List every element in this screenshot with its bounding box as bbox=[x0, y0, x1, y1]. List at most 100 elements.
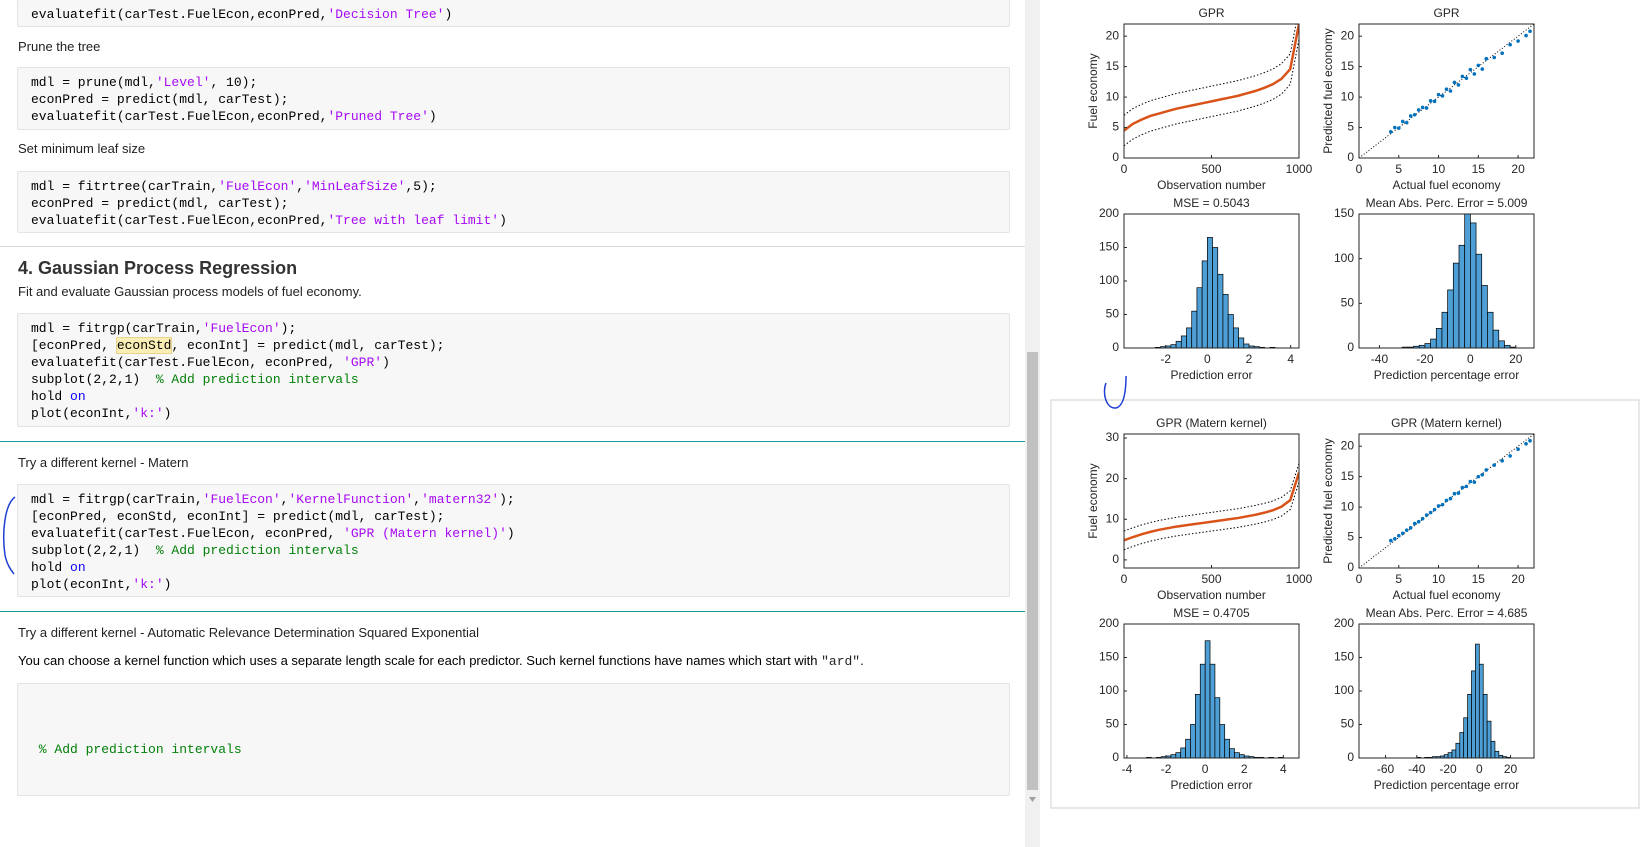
scatter-point bbox=[1440, 502, 1445, 507]
code-token: hold bbox=[31, 389, 71, 404]
scatter-point bbox=[1524, 33, 1528, 38]
cell-divider bbox=[0, 246, 1025, 247]
axes: 0 5 10 15 20 0 5 10 15 20 GPR (Matern kernel) Actua… bbox=[1321, 416, 1535, 602]
code-token: plot(econInt, bbox=[31, 406, 133, 421]
plot-content bbox=[1401, 214, 1517, 348]
y-tick-label: 150 bbox=[1099, 650, 1119, 664]
scatter-point bbox=[1400, 119, 1405, 124]
cell-divider bbox=[0, 611, 1025, 612]
x-axis-label: Prediction percentage error bbox=[1374, 368, 1519, 382]
x-tick-label: 500 bbox=[1201, 572, 1221, 586]
code-line: mdl = prune(mdl,'Level', 10); bbox=[31, 74, 257, 91]
histogram-bar bbox=[1451, 749, 1457, 758]
text-run: . bbox=[860, 653, 864, 668]
histogram-bar bbox=[1233, 327, 1239, 348]
y-tick-label: 50 bbox=[1106, 307, 1120, 321]
axes-box bbox=[1358, 23, 1535, 159]
plot-area bbox=[1359, 624, 1534, 758]
code-token: evaluatefit(carTest.FuelEcon,econPred, bbox=[31, 7, 328, 22]
code-token: evaluatefit(carTest.FuelEcon, econPred, bbox=[31, 526, 344, 541]
text-run: "ard" bbox=[821, 654, 861, 669]
code-line: evaluatefit(carTest.FuelEcon, econPred, … bbox=[31, 525, 515, 542]
scatter-point bbox=[1484, 468, 1489, 472]
scatter-point bbox=[1456, 83, 1461, 87]
histogram-bar bbox=[1239, 754, 1245, 758]
y-tick-label: 15 bbox=[1341, 59, 1355, 73]
y-tick-label: 200 bbox=[1099, 206, 1119, 220]
code-token: ); bbox=[280, 321, 297, 336]
scatter-point bbox=[1392, 125, 1397, 130]
code-token: econPred = predict(mdl, carTest); bbox=[31, 196, 289, 211]
y-tick-label: 20 bbox=[1341, 438, 1355, 452]
code-token: econStd bbox=[115, 337, 173, 354]
y-tick-label: 0 bbox=[1347, 560, 1354, 574]
code-line: evaluatefit(carTest.FuelEcon,econPred,'D… bbox=[31, 6, 452, 23]
x-tick-label: -20 bbox=[1416, 352, 1434, 366]
histogram-bar bbox=[1443, 754, 1449, 758]
code-line: plot(econInt,'k:') bbox=[31, 405, 171, 422]
y-tick-label: 5 bbox=[1347, 120, 1354, 134]
y-tick-label: 100 bbox=[1099, 683, 1119, 697]
x-tick-label: 500 bbox=[1201, 162, 1221, 176]
histogram-bar bbox=[1217, 273, 1224, 348]
code-token: 'FuelEcon' bbox=[202, 492, 281, 507]
axes: -40 -20 0 20 0 50 100 150 Mean Abs. Perc. Error … bbox=[1334, 196, 1535, 382]
code-token: 'Decision Tree' bbox=[327, 7, 445, 22]
histogram-bar bbox=[1447, 289, 1454, 348]
histogram-bar bbox=[1458, 244, 1466, 348]
code-token: 'Tree with leaf limit' bbox=[327, 213, 500, 228]
histogram-bar bbox=[1455, 742, 1461, 758]
code-token: ) bbox=[506, 526, 515, 541]
x-tick-label: 0 bbox=[1204, 352, 1211, 366]
pen-annotation bbox=[3, 496, 16, 575]
histogram-bar bbox=[1204, 640, 1211, 758]
axes: 0 500 1000 0 5 10 15 20 GPR Observation number Fue… bbox=[1086, 6, 1312, 192]
histogram-bar bbox=[1490, 740, 1496, 758]
x-axis-label: Actual fuel economy bbox=[1392, 588, 1500, 602]
scroll-thumb[interactable] bbox=[1027, 352, 1038, 790]
y-tick-label: 20 bbox=[1341, 28, 1355, 42]
y-tick-label: 0 bbox=[1112, 340, 1119, 354]
axes-box bbox=[1358, 213, 1535, 349]
histogram-bar bbox=[1463, 717, 1468, 758]
code-line: evaluatefit(carTest.FuelEcon, econPred, … bbox=[31, 354, 390, 371]
code-line: mdl = fitrtree(carTrain,'FuelEcon','MinL… bbox=[31, 178, 437, 195]
histogram-bar bbox=[1199, 663, 1206, 758]
live-editor: evaluatefit(carTest.FuelEcon,econPred,'D… bbox=[0, 0, 1025, 796]
x-tick-label: -40 bbox=[1408, 762, 1426, 776]
x-tick-label: 0 bbox=[1121, 162, 1128, 176]
scatter-point bbox=[1508, 42, 1512, 47]
x-tick-label: 15 bbox=[1472, 572, 1486, 586]
code-token: ) bbox=[163, 577, 172, 592]
histogram-bar bbox=[1212, 247, 1219, 348]
histogram-bar bbox=[1180, 335, 1187, 348]
scatter-point bbox=[1500, 459, 1504, 463]
scatter-point bbox=[1528, 438, 1532, 443]
x-tick-label: 0 bbox=[1356, 162, 1363, 176]
y-tick-label: 10 bbox=[1106, 511, 1120, 525]
scatter-point bbox=[1404, 120, 1409, 125]
cell-divider bbox=[0, 441, 1025, 442]
code-line: hold on bbox=[31, 388, 86, 405]
code-token: [econPred, econStd, econInt] = predict(m… bbox=[31, 509, 445, 524]
scatter-point bbox=[1492, 463, 1497, 467]
scatter-point bbox=[1456, 491, 1461, 495]
code-token: evaluatefit(carTest.FuelEcon,econPred, bbox=[31, 109, 328, 124]
paragraph: You can choose a kernel function which u… bbox=[18, 653, 864, 670]
scatter-point bbox=[1404, 528, 1409, 533]
x-tick-label: 0 bbox=[1202, 762, 1209, 776]
axes-title: MSE = 0.5043 bbox=[1173, 196, 1250, 210]
histogram-bar bbox=[1441, 311, 1448, 348]
scatter-point bbox=[1452, 80, 1457, 85]
scrollbar[interactable] bbox=[1025, 0, 1040, 847]
scatter-point bbox=[1420, 516, 1425, 521]
histogram-bar bbox=[1190, 724, 1196, 758]
x-tick-label: 0 bbox=[1467, 352, 1474, 366]
text-run: You can choose a kernel function which u… bbox=[18, 653, 822, 668]
histogram-bar bbox=[1214, 697, 1221, 758]
y-tick-label: 100 bbox=[1334, 683, 1354, 697]
scatter-point bbox=[1389, 130, 1393, 134]
histogram-bar bbox=[1234, 752, 1240, 758]
histogram-bar bbox=[1459, 732, 1465, 758]
